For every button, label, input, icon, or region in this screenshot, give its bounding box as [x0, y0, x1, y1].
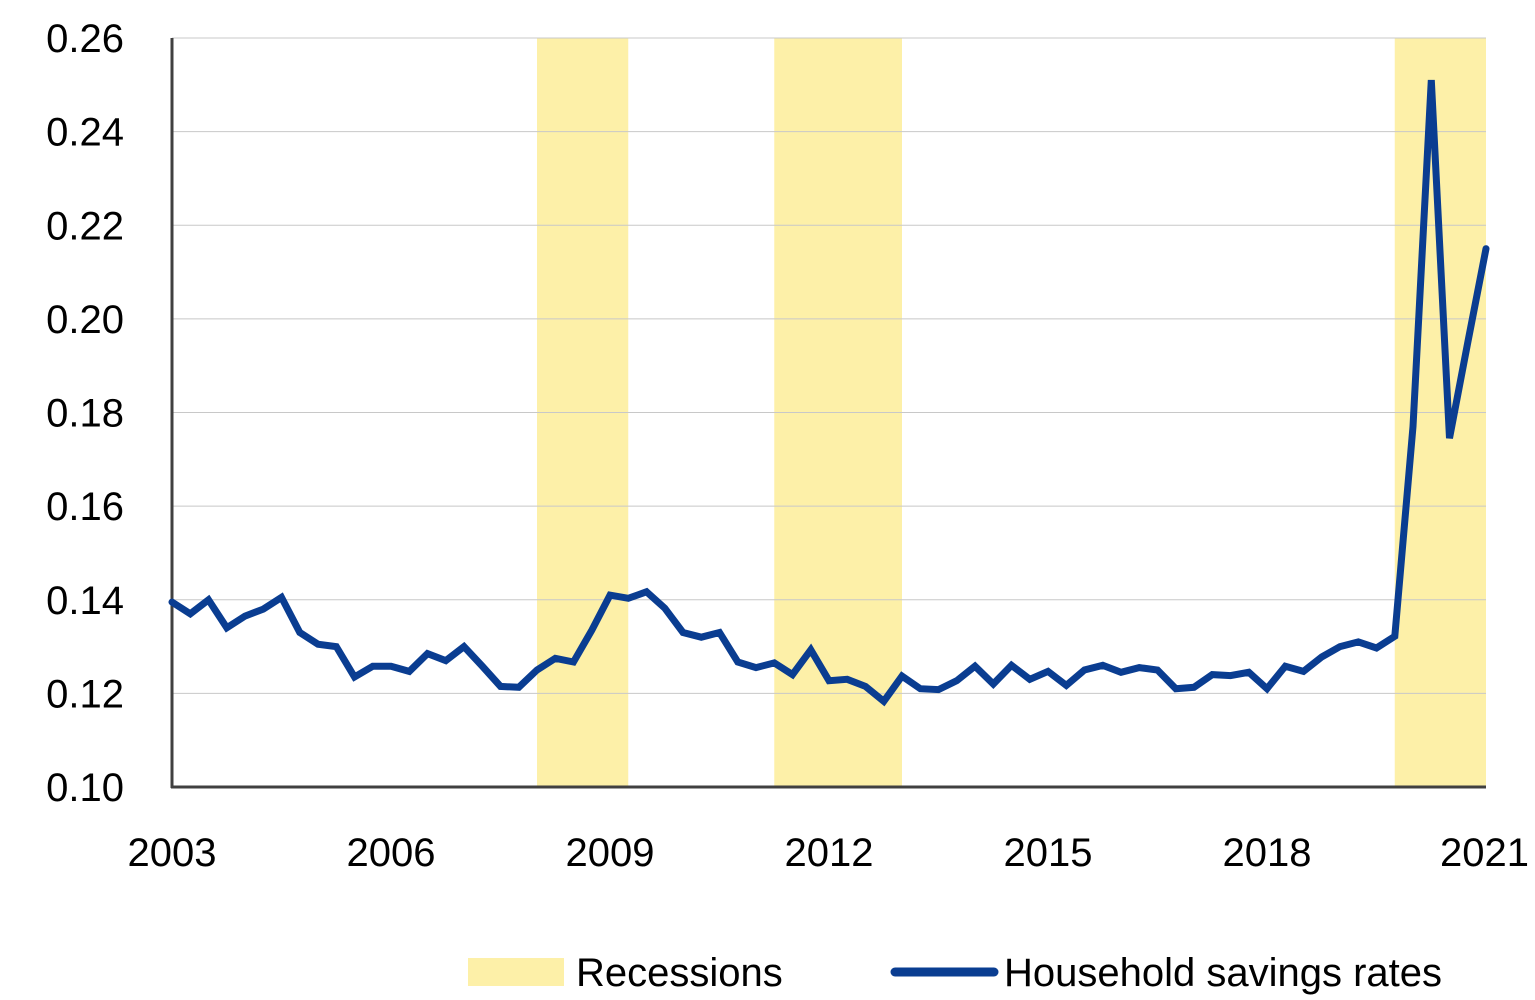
x-tick-label: 2015 [1004, 831, 1093, 875]
x-tick-labels: 2003 2006 2009 2012 2015 2018 2021 [128, 831, 1529, 875]
y-tick-label: 0.12 [46, 672, 124, 716]
x-tick-label: 2009 [566, 831, 655, 875]
x-tick-label: 2003 [128, 831, 217, 875]
legend-swatch-recessions [468, 958, 564, 986]
series-line-0 [168, 79, 1490, 707]
y-tick-label: 0.14 [46, 579, 124, 623]
x-tick-label: 2012 [785, 831, 874, 875]
y-tick-label: 0.24 [46, 111, 124, 155]
y-tick-label: 0.18 [46, 392, 124, 436]
legend-label-recessions: Recessions [576, 951, 783, 995]
legend-label-savings: Household savings rates [1004, 951, 1442, 995]
y-tick-label: 0.16 [46, 485, 124, 529]
series-lines [168, 79, 1490, 707]
y-tick-label: 0.10 [46, 766, 124, 810]
axes [170, 38, 1486, 789]
legend: Recessions Household savings rates [468, 951, 1442, 995]
y-tick-label: 0.20 [46, 298, 124, 342]
y-tick-labels: 0.10 0.12 0.14 0.16 0.18 0.20 0.22 0.24 0.26 [46, 17, 124, 810]
x-tick-label: 2018 [1223, 831, 1312, 875]
x-tick-label: 2021 [1440, 831, 1529, 875]
x-tick-label: 2006 [347, 831, 436, 875]
y-tick-label: 0.22 [46, 204, 124, 248]
y-tick-label: 0.26 [46, 17, 124, 61]
